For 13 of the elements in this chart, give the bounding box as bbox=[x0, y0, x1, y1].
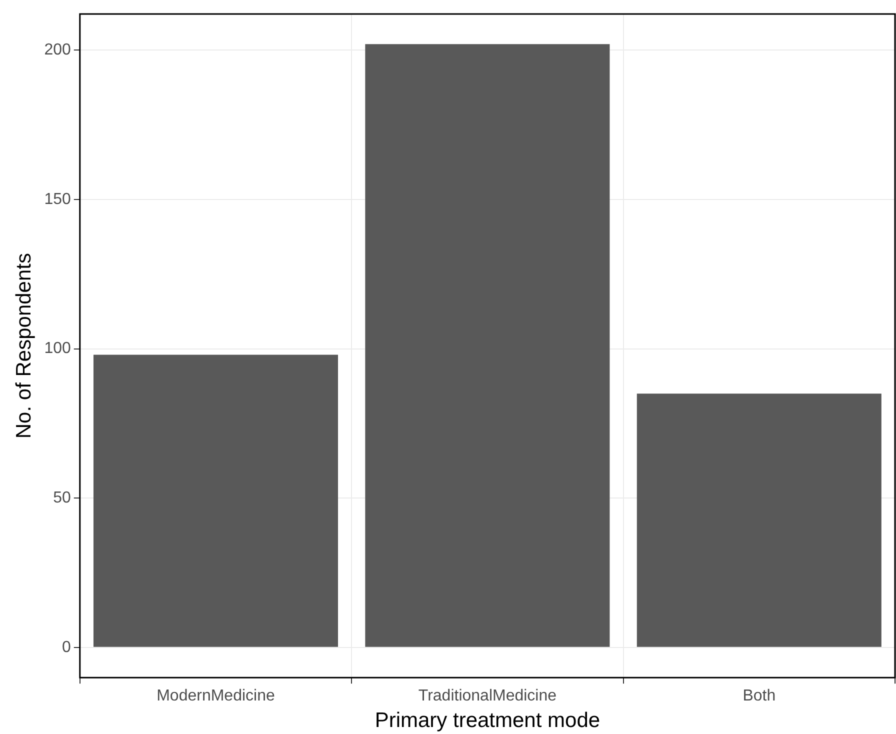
y-tick-label: 100 bbox=[44, 340, 71, 358]
bar bbox=[93, 354, 338, 647]
y-tick-label: 0 bbox=[62, 638, 71, 656]
x-tick-label: Both bbox=[742, 688, 776, 705]
x-axis-title: Primary treatment mode bbox=[374, 709, 600, 732]
x-tick-label: TraditionalMedicine bbox=[418, 688, 557, 705]
y-axis-title: No. of Respondents bbox=[12, 252, 36, 439]
y-tick-label: 200 bbox=[44, 42, 71, 59]
y-tick-label: 50 bbox=[53, 490, 71, 507]
y-tick-label: 150 bbox=[44, 190, 71, 208]
bar bbox=[365, 44, 610, 647]
bar bbox=[636, 394, 882, 647]
x-tick-label: ModernMedicine bbox=[156, 688, 275, 705]
